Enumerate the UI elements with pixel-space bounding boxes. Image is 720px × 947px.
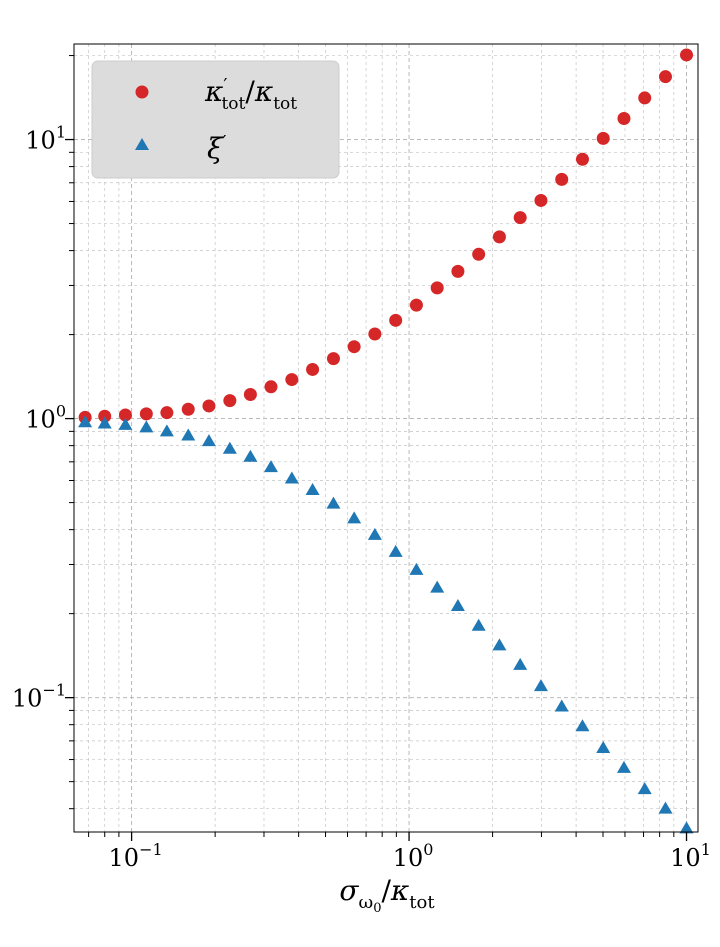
data-point-triangle xyxy=(575,719,590,732)
data-point-triangle xyxy=(596,740,611,753)
data-point-triangle xyxy=(243,449,258,462)
data-point-triangle xyxy=(637,782,652,795)
data-point-circle xyxy=(264,380,278,394)
data-point-circle xyxy=(202,399,216,413)
data-point-circle xyxy=(389,313,403,327)
data-point-circle xyxy=(409,298,423,312)
legend-label-kappa: κ′ tot/κtot xyxy=(204,75,297,114)
data-point-circle xyxy=(139,407,153,421)
data-point-triangle xyxy=(533,679,548,692)
data-point-circle xyxy=(534,193,548,207)
data-point-triangle xyxy=(284,471,299,484)
legend-box xyxy=(91,60,340,179)
x-tick-label: 101 xyxy=(670,840,711,872)
data-point-circle xyxy=(472,247,486,261)
y-tick-label: 10−1 xyxy=(12,681,66,713)
data-point-triangle xyxy=(388,544,403,557)
data-point-triangle xyxy=(159,424,174,437)
data-point-triangle xyxy=(264,460,279,473)
series-xi-prime xyxy=(78,415,694,834)
data-point-triangle xyxy=(367,527,382,540)
data-point-circle xyxy=(118,408,132,422)
data-point-triangle xyxy=(222,441,237,454)
data-point-circle xyxy=(98,409,112,423)
data-point-triangle xyxy=(97,416,112,429)
data-point-circle xyxy=(680,48,694,62)
data-point-circle xyxy=(596,131,610,145)
data-point-triangle xyxy=(658,801,673,814)
data-point-circle xyxy=(181,402,195,416)
x-tick-label: 100 xyxy=(393,840,434,872)
data-point-triangle xyxy=(139,420,154,433)
data-point-triangle xyxy=(409,562,424,575)
axis-ticks: 10−1 100 101 10−1 100 101 xyxy=(12,55,711,872)
data-point-triangle xyxy=(513,657,528,670)
data-point-triangle xyxy=(305,482,320,495)
y-tick-label: 101 xyxy=(25,123,66,155)
data-point-triangle xyxy=(347,511,362,524)
legend: κ′ tot/κtot ξ′ xyxy=(91,60,340,179)
data-point-circle xyxy=(430,281,444,295)
data-point-circle xyxy=(243,387,257,401)
legend-label-xi: ξ′ xyxy=(207,132,227,165)
data-point-triangle xyxy=(118,417,133,430)
x-tick-label: 10−1 xyxy=(109,840,163,872)
data-point-circle xyxy=(658,70,672,84)
data-point-triangle xyxy=(616,760,631,773)
data-point-circle xyxy=(555,172,569,186)
data-point-triangle xyxy=(471,618,486,631)
data-point-circle xyxy=(160,406,174,420)
data-point-circle xyxy=(285,373,299,387)
data-point-circle xyxy=(368,327,382,341)
data-point-circle xyxy=(617,111,631,125)
data-point-triangle xyxy=(679,821,694,834)
legend-marker-triangle-icon xyxy=(135,138,149,150)
data-point-triangle xyxy=(492,638,507,651)
plot-frame xyxy=(73,43,699,833)
data-point-circle xyxy=(575,152,589,166)
data-point-circle xyxy=(306,362,320,376)
data-point-triangle xyxy=(201,434,216,447)
data-point-triangle xyxy=(326,496,341,509)
data-point-circle xyxy=(513,211,527,225)
data-point-circle xyxy=(347,340,361,354)
data-point-triangle xyxy=(430,580,445,593)
data-point-circle xyxy=(492,230,506,244)
series-kappa-ratio xyxy=(78,48,694,424)
data-point-triangle xyxy=(554,699,569,712)
data-point-circle xyxy=(223,394,237,408)
data-point-triangle xyxy=(181,428,196,441)
x-axis-label: σω0/κtot xyxy=(339,874,435,916)
y-tick-label: 100 xyxy=(25,402,66,434)
data-point-triangle xyxy=(450,599,465,612)
data-series xyxy=(78,48,694,834)
data-point-circle xyxy=(451,264,465,278)
grid xyxy=(74,44,698,832)
legend-marker-circle-icon xyxy=(135,85,149,99)
data-point-circle xyxy=(638,91,652,105)
data-point-triangle xyxy=(78,415,93,428)
data-point-circle xyxy=(326,352,340,366)
